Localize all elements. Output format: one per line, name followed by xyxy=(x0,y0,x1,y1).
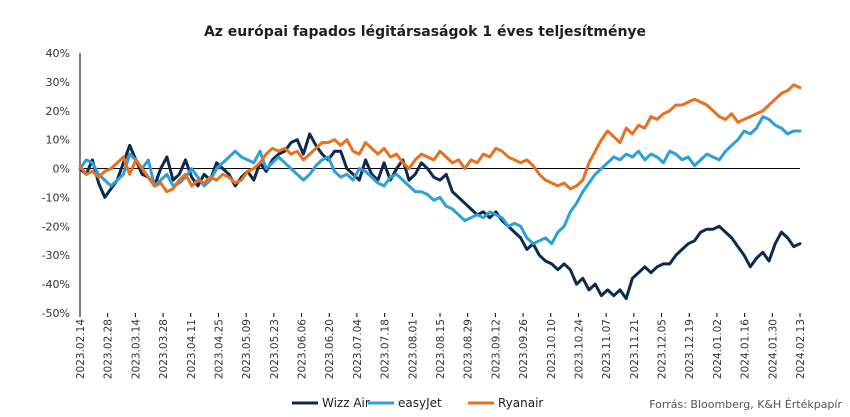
legend-label: Wizz Air xyxy=(322,396,370,410)
y-tick-label: -50% xyxy=(42,307,70,320)
y-tick-label: -10% xyxy=(42,191,70,204)
y-tick-label: 30% xyxy=(46,76,70,89)
y-tick-label: 10% xyxy=(46,134,70,147)
x-tick-label: 2023.02.28 xyxy=(103,319,115,379)
source-note: Forrás: Bloomberg, K&H Értékpapír xyxy=(649,398,842,411)
x-tick-label: 2023.04.25 xyxy=(213,319,225,379)
x-tick-label: 2023.03.28 xyxy=(158,319,170,379)
x-tick-label: 2023.10.10 xyxy=(546,319,558,379)
y-tick-label: -30% xyxy=(42,249,70,262)
x-tick-label: 2024.02.13 xyxy=(795,319,807,379)
x-tick-label: 2023.06.20 xyxy=(324,319,336,379)
x-tick-label: 2023.03.14 xyxy=(130,319,142,379)
x-tick-label: 2023.08.01 xyxy=(407,319,419,379)
x-tick-label: 2023.12.05 xyxy=(657,319,669,379)
x-axis: 2023.02.14 2023.02.28 2023.03.14 2023.03.28… xyxy=(75,313,807,379)
x-tick-label: 2023.05.09 xyxy=(241,319,253,379)
x-tick-label: 2023.11.21 xyxy=(629,319,641,379)
legend-label: easyJet xyxy=(398,396,442,410)
x-tick-label: 2023.07.04 xyxy=(352,319,364,379)
x-tick-label: 2023.08.29 xyxy=(463,319,475,379)
series-line-wizz-air xyxy=(78,132,802,301)
y-axis: 40% 30% 20% 10% 0% -10% -20% -30% -40% -50% xyxy=(42,47,70,320)
x-tick-label: 2023.09.12 xyxy=(490,319,502,379)
y-tick-label: 20% xyxy=(46,105,70,118)
series-line-ryanair xyxy=(78,83,802,194)
chart-title: Az európai fapados légitársaságok 1 éves… xyxy=(204,24,646,40)
y-tick-label: -20% xyxy=(42,220,70,233)
legend: Wizz Air easyJet Ryanair xyxy=(292,396,543,410)
y-tick-label: 0% xyxy=(53,163,70,176)
x-tick-label: 2023.08.15 xyxy=(435,319,447,379)
x-tick-label: 2023.12.19 xyxy=(684,319,696,379)
x-tick-label: 2023.10.24 xyxy=(573,319,585,379)
x-tick-label: 2023.04.11 xyxy=(186,319,198,379)
legend-label: Ryanair xyxy=(498,396,543,410)
x-tick-label: 2023.05.23 xyxy=(269,319,281,379)
axes xyxy=(79,53,800,313)
x-tick-label: 2023.07.18 xyxy=(380,319,392,379)
x-tick-label: 2023.11.07 xyxy=(601,319,613,379)
x-tick-label: 2024.01.16 xyxy=(740,319,752,379)
y-tick-label: -40% xyxy=(42,278,70,291)
x-tick-label: 2023.02.14 xyxy=(75,319,87,379)
y-tick-label: 40% xyxy=(46,47,70,60)
x-tick-label: 2024.01.30 xyxy=(767,319,779,379)
x-tick-label: 2024.01.02 xyxy=(712,319,724,379)
series-lines xyxy=(78,83,802,301)
x-tick-label: 2023.06.06 xyxy=(297,319,309,379)
x-tick-label: 2023.09.26 xyxy=(518,319,530,379)
